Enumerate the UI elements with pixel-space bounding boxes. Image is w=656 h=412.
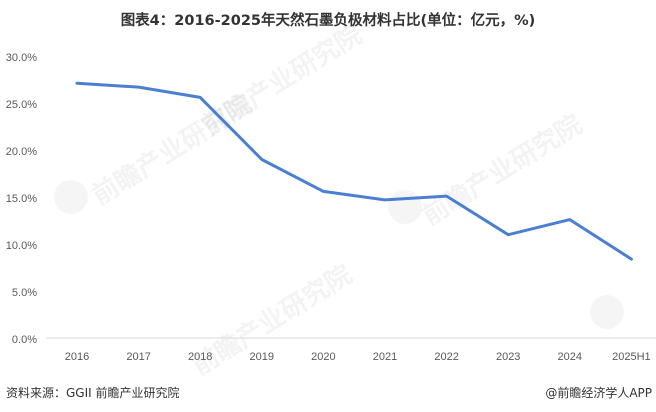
chart-title: 图表4：2016-2025年天然石墨负极材料占比(单位：亿元，%) [120,13,536,29]
y-axis: 0.0% 5.0% 10.0% 15.0% 20.0% 25.0% 30.0% [6,52,37,346]
y-tick-label: 20.0% [6,146,37,158]
x-tick-label: 2016 [65,351,89,363]
x-tick-label: 2018 [188,351,212,363]
x-tick-label: 2020 [311,351,335,363]
x-tick-label: 2022 [434,351,458,363]
y-tick-label: 5.0% [12,287,37,299]
y-tick-label: 10.0% [6,240,37,252]
x-tick-label: 2025H1 [612,351,651,363]
x-tick-label: 2017 [126,351,150,363]
x-tick-label: 2023 [496,351,520,363]
x-tick-label: 2021 [373,351,397,363]
x-tick-label: 2019 [250,351,274,363]
y-tick-label: 30.0% [6,52,37,64]
y-tick-label: 0.0% [12,334,37,346]
y-tick-label: 25.0% [6,99,37,111]
credit-note: @前瞻经济学人APP [545,386,652,400]
x-axis: 2016 2017 2018 2019 2020 2021 2022 2023 2024 2025… [65,351,651,363]
y-tick-label: 15.0% [6,193,37,205]
source-note: 资料来源：GGII 前瞻产业研究院 [6,386,180,400]
data-line [75,81,633,261]
x-tick-label: 2024 [558,351,582,363]
